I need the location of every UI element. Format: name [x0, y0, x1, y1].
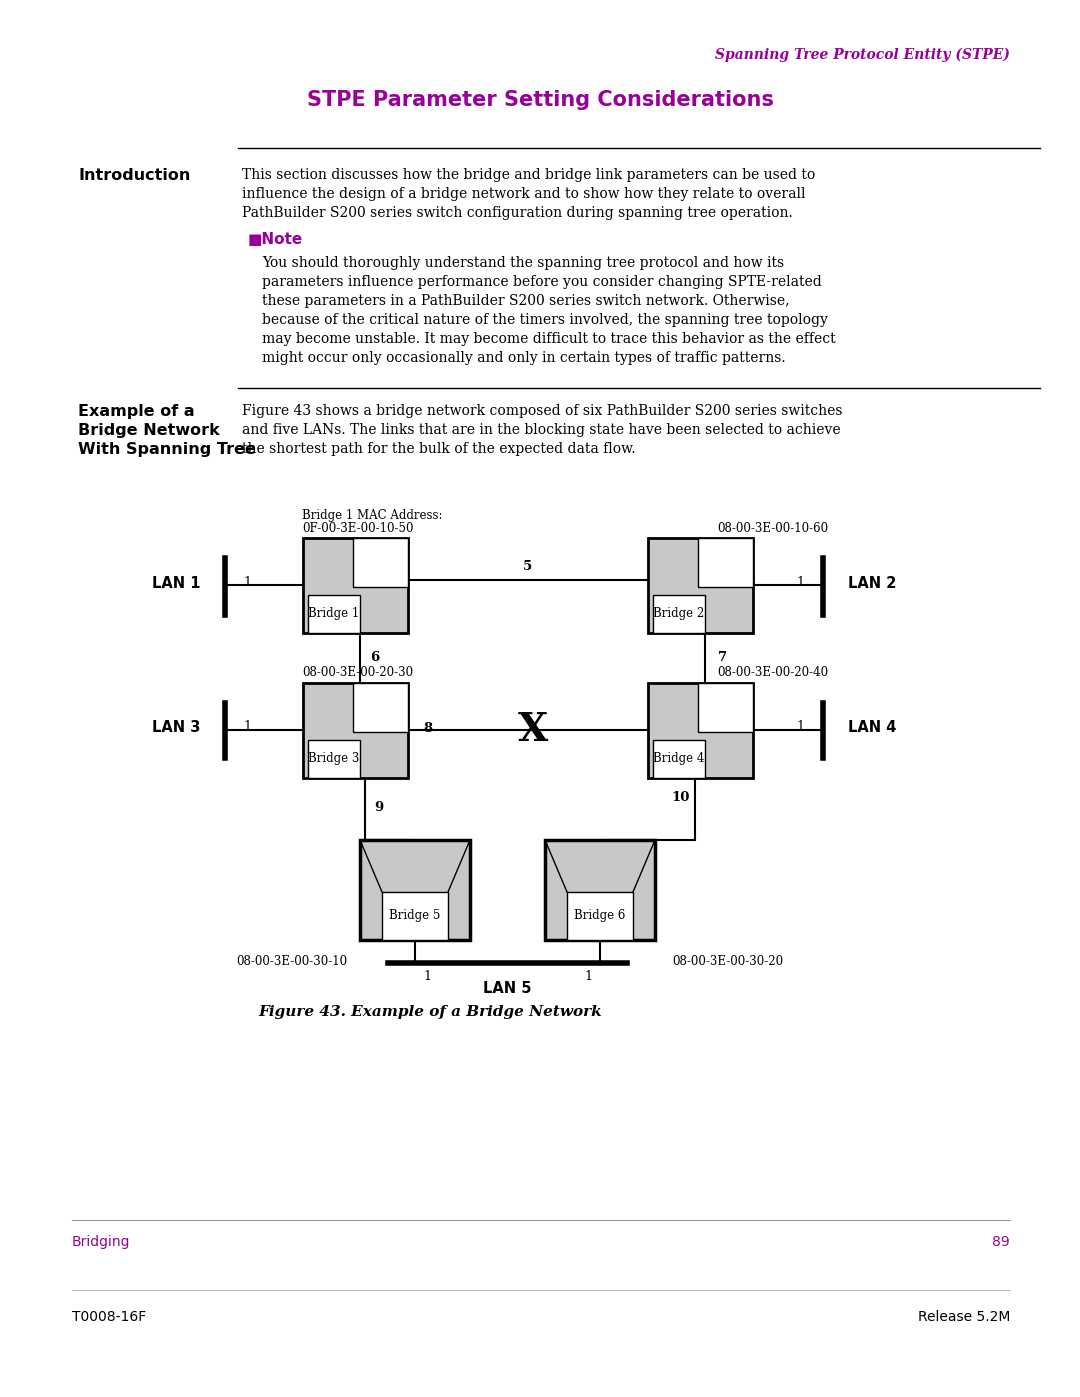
Text: LAN 2: LAN 2 — [848, 576, 896, 591]
Text: 9: 9 — [375, 800, 383, 814]
Bar — [648, 538, 753, 633]
Text: 0F-00-3E-00-10-50: 0F-00-3E-00-10-50 — [302, 521, 414, 535]
Text: Bridging: Bridging — [72, 1235, 131, 1249]
Text: might occur only occasionally and only in certain types of traffic patterns.: might occur only occasionally and only i… — [262, 351, 785, 365]
Text: 1: 1 — [423, 971, 431, 983]
Text: may become unstable. It may become difficult to trace this behavior as the effec: may become unstable. It may become diffi… — [262, 332, 836, 346]
Text: ■Note: ■Note — [248, 232, 303, 247]
Text: because of the critical nature of the timers involved, the spanning tree topolog: because of the critical nature of the ti… — [262, 313, 828, 327]
Bar — [648, 683, 753, 778]
Text: Introduction: Introduction — [78, 168, 190, 183]
Text: Bridge 1 MAC Address:: Bridge 1 MAC Address: — [302, 510, 443, 522]
Bar — [652, 595, 705, 633]
Text: 1: 1 — [796, 721, 804, 733]
Bar — [382, 893, 448, 940]
Text: 1: 1 — [243, 721, 251, 733]
Text: With Spanning Tree: With Spanning Tree — [78, 441, 256, 457]
Bar — [698, 538, 753, 587]
Bar — [302, 683, 407, 778]
Bar — [308, 739, 361, 778]
Text: 08-00-3E-00-20-40: 08-00-3E-00-20-40 — [717, 666, 828, 679]
Text: LAN 5: LAN 5 — [483, 981, 531, 996]
Text: 08-00-3E-00-20-30: 08-00-3E-00-20-30 — [302, 666, 414, 679]
Text: Bridge 2: Bridge 2 — [653, 608, 704, 620]
Text: parameters influence performance before you consider changing SPTE-related: parameters influence performance before … — [262, 275, 822, 289]
Text: Release 5.2M: Release 5.2M — [918, 1310, 1010, 1324]
Text: This section discusses how the bridge and bridge link parameters can be used to: This section discusses how the bridge an… — [242, 168, 815, 182]
Text: Bridge 3: Bridge 3 — [308, 752, 360, 766]
Text: Bridge Network: Bridge Network — [78, 423, 219, 439]
Text: LAN 4: LAN 4 — [848, 721, 896, 735]
Text: 10: 10 — [672, 791, 690, 805]
Text: LAN 1: LAN 1 — [151, 576, 200, 591]
Text: 08-00-3E-00-30-10: 08-00-3E-00-30-10 — [237, 956, 348, 968]
Text: 1: 1 — [796, 576, 804, 588]
Bar — [353, 683, 407, 732]
Text: You should thoroughly understand the spanning tree protocol and how its: You should thoroughly understand the spa… — [262, 256, 784, 270]
Text: LAN 3: LAN 3 — [151, 721, 200, 735]
Bar — [308, 595, 361, 633]
Text: Bridge 6: Bridge 6 — [575, 909, 625, 922]
Text: Figure 43. Example of a Bridge Network: Figure 43. Example of a Bridge Network — [258, 1004, 602, 1018]
Text: the shortest path for the bulk of the expected data flow.: the shortest path for the bulk of the ex… — [242, 441, 636, 455]
Text: 89: 89 — [993, 1235, 1010, 1249]
Bar — [698, 683, 753, 732]
Text: X: X — [517, 711, 548, 749]
Text: 5: 5 — [523, 560, 532, 573]
Bar — [545, 840, 654, 940]
Text: 7: 7 — [718, 651, 728, 664]
Text: Example of a: Example of a — [78, 404, 194, 419]
Text: Figure 43 shows a bridge network composed of six PathBuilder S200 series switche: Figure 43 shows a bridge network compose… — [242, 404, 842, 418]
Text: 6: 6 — [370, 651, 380, 664]
Bar — [302, 538, 407, 633]
Text: and five LANs. The links that are in the blocking state have been selected to ac: and five LANs. The links that are in the… — [242, 423, 840, 437]
Bar — [652, 739, 705, 778]
Bar — [360, 840, 470, 940]
Text: PathBuilder S200 series switch configuration during spanning tree operation.: PathBuilder S200 series switch configura… — [242, 205, 793, 219]
Bar — [353, 538, 407, 587]
Text: STPE Parameter Setting Considerations: STPE Parameter Setting Considerations — [307, 89, 773, 110]
Text: 8: 8 — [423, 721, 432, 735]
Text: Spanning Tree Protocol Entity (STPE): Spanning Tree Protocol Entity (STPE) — [715, 47, 1010, 63]
Bar — [567, 893, 633, 940]
Text: 1: 1 — [584, 971, 592, 983]
Text: Bridge 4: Bridge 4 — [653, 752, 704, 766]
Text: 1: 1 — [243, 576, 251, 588]
Text: 08-00-3E-00-30-20: 08-00-3E-00-30-20 — [673, 956, 784, 968]
Text: T0008-16F: T0008-16F — [72, 1310, 146, 1324]
Text: 08-00-3E-00-10-60: 08-00-3E-00-10-60 — [717, 521, 828, 535]
Text: influence the design of a bridge network and to show how they relate to overall: influence the design of a bridge network… — [242, 187, 806, 201]
Text: these parameters in a PathBuilder S200 series switch network. Otherwise,: these parameters in a PathBuilder S200 s… — [262, 293, 789, 307]
Text: Bridge 1: Bridge 1 — [309, 608, 360, 620]
Text: Bridge 5: Bridge 5 — [389, 909, 441, 922]
